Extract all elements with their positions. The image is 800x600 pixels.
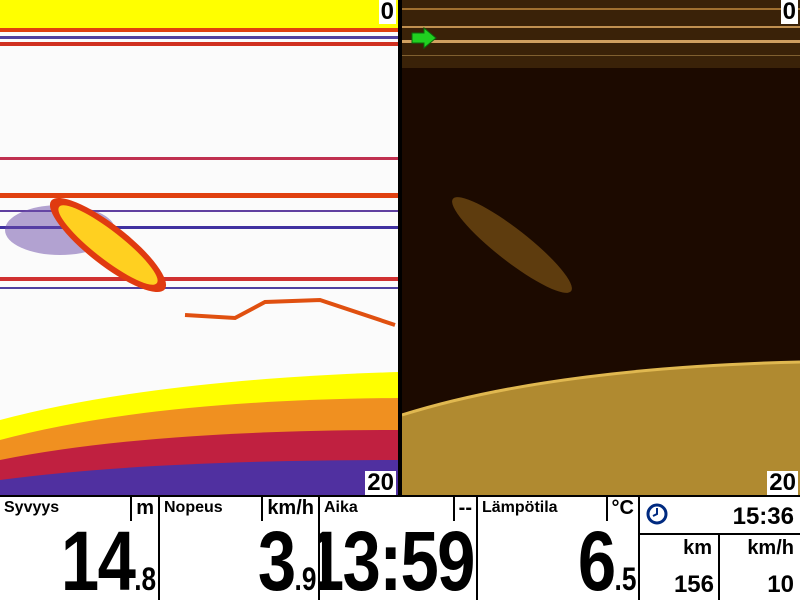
sonar-2d-image [0, 0, 398, 495]
bottom-edge [402, 360, 800, 417]
bottom [402, 362, 800, 495]
column-value: 10 [767, 571, 794, 598]
value-fraction: .8 [134, 561, 156, 597]
column-unit: km/h [747, 537, 794, 559]
clock-box: 15:36 km 156 km/h 10 [640, 497, 800, 600]
divider [718, 535, 720, 600]
depth-top: 0 [780, 0, 798, 25]
clock-time: 15:36 [732, 503, 794, 530]
readout-label: Syvyys [4, 499, 60, 516]
depth-bottom: 20 [365, 469, 396, 495]
fish-school-core [58, 205, 158, 285]
thermocline [0, 193, 398, 198]
readout-unit: -- [452, 497, 472, 521]
sonar-2d: 0 20 [0, 0, 398, 495]
readout-unit: °C [605, 497, 634, 521]
readout-label: Aika [324, 499, 358, 516]
value-whole: 13:59 [320, 514, 476, 600]
echo-line [402, 40, 800, 43]
value-fraction: .9 [294, 561, 316, 597]
fish-arc [184, 297, 396, 327]
fish-school [452, 197, 572, 293]
cursor-arrow [411, 26, 437, 50]
echo-line [0, 36, 398, 39]
readout-value: 13:59 [320, 513, 476, 600]
echo-line [0, 287, 398, 289]
readout-value: 6.5 [577, 513, 636, 600]
readout-label: Nopeus [164, 499, 223, 516]
sonar-di-image [402, 0, 800, 495]
echo-line [0, 42, 398, 46]
value-whole: 3 [257, 514, 295, 600]
divider [640, 533, 800, 535]
echo-line [0, 210, 398, 212]
sonar-down-imaging: 0 20 [402, 0, 800, 495]
readout-unit: km/h [261, 497, 314, 521]
surface-edge [0, 28, 398, 32]
readout-value: 3.9 [257, 513, 316, 600]
echo-line [0, 157, 398, 160]
echo-line [402, 8, 800, 10]
column-unit: km [683, 537, 712, 559]
readout: Aika -- 13:59 [320, 497, 476, 600]
readout: Nopeus km/h 3.9 [160, 497, 318, 600]
readout-unit: m [130, 497, 154, 521]
surface-band [0, 0, 398, 28]
column-value: 156 [673, 571, 714, 598]
data-bar: Syvyys m 14.8 Nopeus km/h 3.9 Aika -- 13… [0, 497, 800, 600]
clock-icon [646, 503, 668, 525]
bottom-layer [0, 460, 398, 495]
readout: Lämpötila °C 6.5 [478, 497, 638, 600]
echo-line [0, 277, 398, 281]
readout: Syvyys m 14.8 [0, 497, 158, 600]
value-whole: 14 [60, 514, 136, 600]
surface-band [402, 0, 800, 68]
readout-label: Lämpötila [482, 499, 558, 516]
echo-line [0, 226, 398, 229]
value-fraction: .5 [614, 561, 636, 597]
depth-top: 0 [378, 0, 396, 25]
depth-bottom: 20 [767, 469, 798, 495]
echo-line [402, 55, 800, 56]
value-whole: 6 [577, 514, 615, 600]
readout-value: 14.8 [61, 513, 156, 600]
echo-line [402, 26, 800, 28]
